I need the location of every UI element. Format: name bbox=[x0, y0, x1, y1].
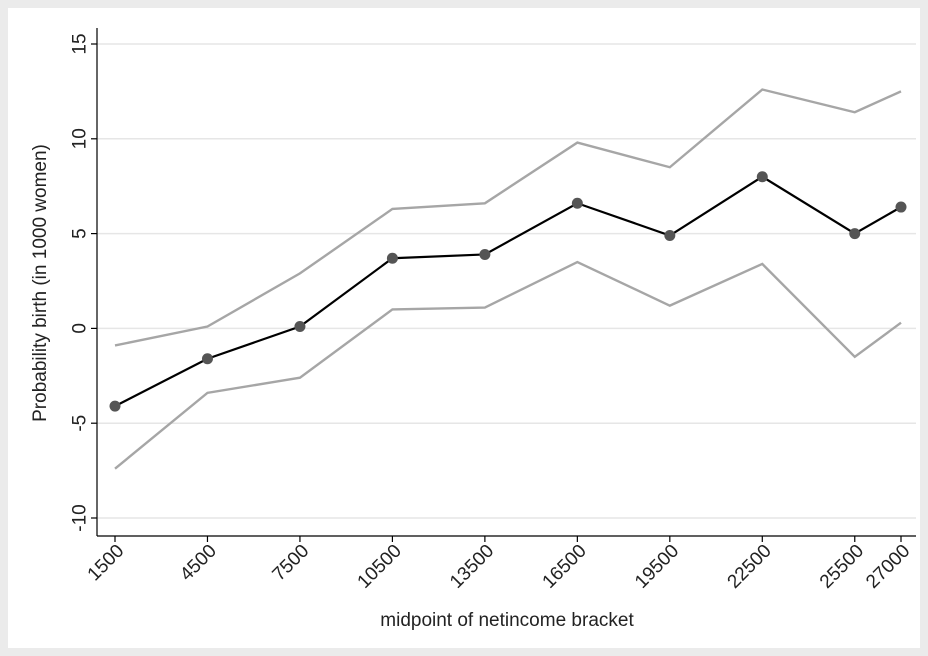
y-tick-label: 15 bbox=[70, 33, 91, 54]
data-point bbox=[571, 197, 583, 209]
data-point bbox=[109, 400, 121, 412]
y-tick-label: 5 bbox=[70, 228, 91, 239]
series-lines bbox=[114, 88, 902, 470]
data-point bbox=[849, 228, 861, 240]
y-tick-label: 10 bbox=[70, 128, 91, 149]
data-point bbox=[201, 353, 213, 365]
data-point bbox=[386, 252, 398, 264]
data-point bbox=[479, 248, 491, 260]
y-axis-title: Probability birth (in 1000 women) bbox=[30, 144, 51, 422]
axes bbox=[91, 28, 916, 542]
data-point bbox=[664, 229, 676, 241]
y-tick-label: -5 bbox=[70, 415, 91, 432]
lower-line bbox=[114, 260, 902, 470]
x-axis-title: midpoint of netincome bracket bbox=[380, 610, 634, 631]
data-point bbox=[756, 171, 768, 183]
data-markers bbox=[109, 171, 907, 412]
data-point bbox=[895, 201, 907, 213]
data-point bbox=[294, 321, 306, 333]
upper-line bbox=[114, 88, 902, 347]
y-tick-label: 0 bbox=[70, 323, 91, 334]
grid-lines bbox=[97, 43, 916, 519]
y-tick-label: -10 bbox=[70, 504, 91, 531]
estimate-line bbox=[114, 175, 902, 408]
